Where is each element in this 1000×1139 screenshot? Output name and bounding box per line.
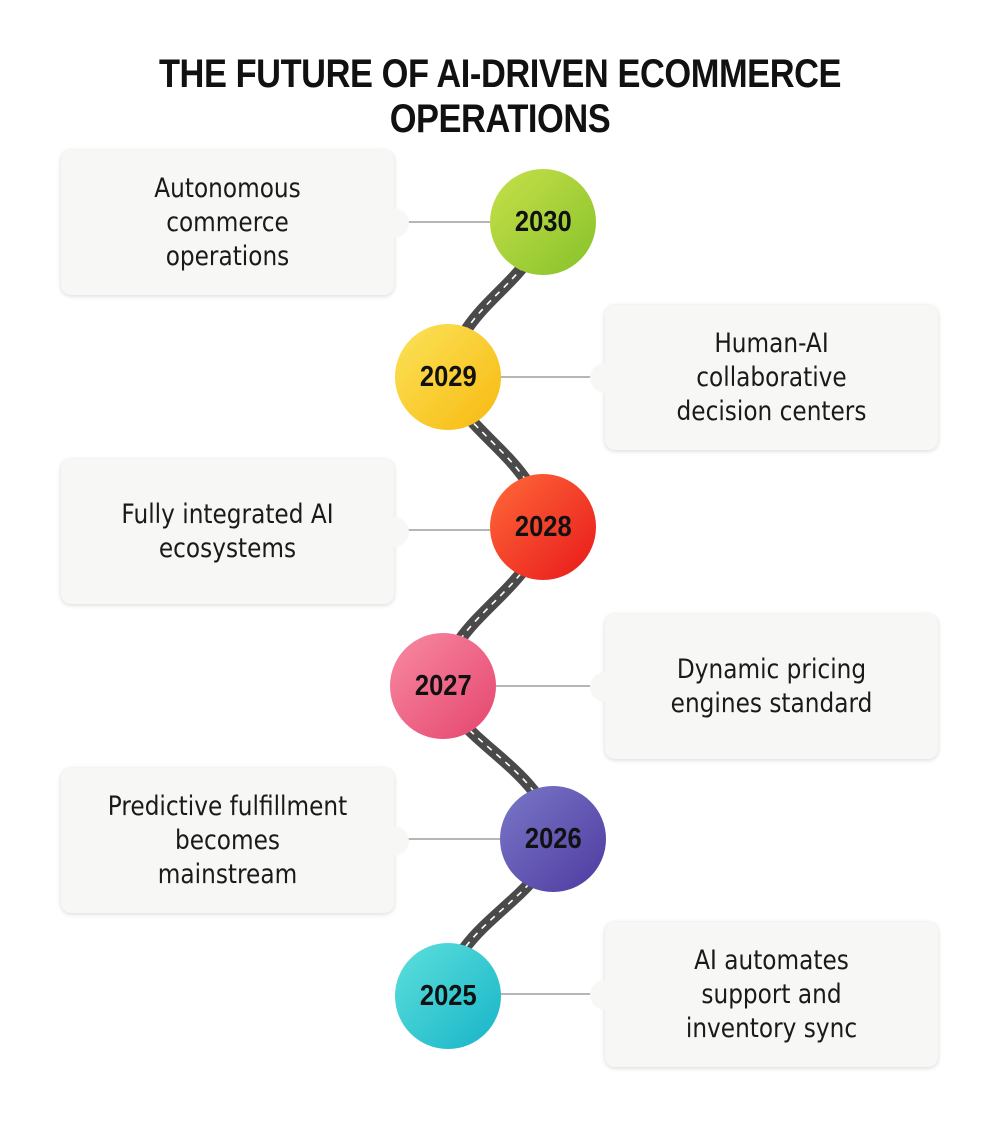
year-label-2025: 2025 <box>419 979 477 1012</box>
milestone-card-2027: Dynamic pricing engines standard <box>590 614 938 759</box>
milestone-card-2028: Fully integrated AI ecosystems <box>61 459 409 604</box>
page-title: THE FUTURE OF AI-DRIVEN ECOMMERCE OPERAT… <box>158 52 842 141</box>
year-node-2027: 2027 <box>390 633 496 739</box>
year-label-2027: 2027 <box>414 669 472 702</box>
milestone-text-2029: Human-AI collaborative decision centers <box>676 327 867 427</box>
card-notch <box>379 207 409 238</box>
card-notch <box>590 671 620 702</box>
milestone-text-2028: Fully integrated AI ecosystems <box>121 498 334 564</box>
milestone-text-2027: Dynamic pricing engines standard <box>670 653 873 719</box>
milestone-card-2026: Predictive fulfillment becomes mainstrea… <box>61 768 409 913</box>
year-label-2029: 2029 <box>419 360 477 393</box>
card-notch <box>590 979 620 1010</box>
milestone-card-2030: Autonomous commerce operations <box>61 150 409 295</box>
year-node-2025: 2025 <box>395 943 501 1049</box>
milestone-card-2029: Human-AI collaborative decision centers <box>590 305 938 450</box>
year-label-2026: 2026 <box>524 822 582 855</box>
connector-lines <box>400 221 600 995</box>
milestone-card-2025: AI automates support and inventory sync <box>590 922 938 1067</box>
milestone-text-2025: AI automates support and inventory sync <box>685 944 858 1044</box>
card-notch <box>379 825 409 856</box>
milestone-text-2026: Predictive fulfillment becomes mainstrea… <box>107 790 348 890</box>
year-node-2029: 2029 <box>395 324 501 430</box>
card-notch <box>590 362 620 393</box>
year-node-2030: 2030 <box>490 169 596 275</box>
year-label-2030: 2030 <box>514 205 572 238</box>
year-node-2026: 2026 <box>500 786 606 892</box>
year-node-2028: 2028 <box>490 474 596 580</box>
year-label-2028: 2028 <box>514 510 572 543</box>
card-notch <box>379 516 409 547</box>
milestone-text-2030: Autonomous commerce operations <box>154 172 301 272</box>
